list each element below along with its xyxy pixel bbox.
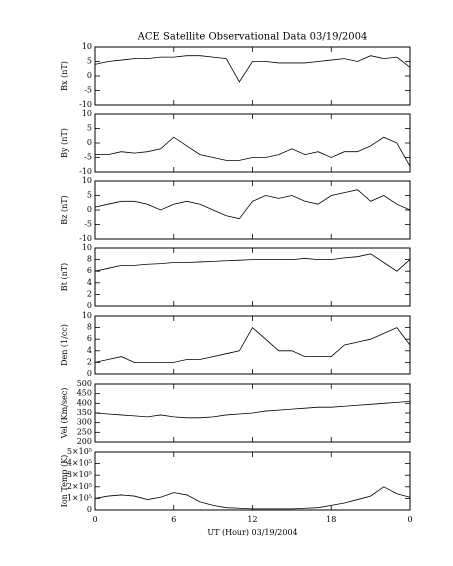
y-tick-label: 8 bbox=[87, 255, 92, 264]
y-tick-label: -10 bbox=[79, 167, 92, 176]
y-tick-label: 5 bbox=[87, 191, 92, 200]
y-tick-label: -5 bbox=[84, 86, 92, 95]
y-axis-label: Bt (nT) bbox=[60, 263, 69, 291]
y-tick-label: 0 bbox=[87, 369, 92, 378]
y-tick-label: 1×10⁵ bbox=[67, 493, 92, 502]
data-line bbox=[94, 486, 411, 510]
y-axis-label: Bz (nT) bbox=[60, 195, 69, 224]
y-tick-label: 0 bbox=[87, 138, 92, 147]
y-tick-label: 0 bbox=[87, 301, 92, 310]
y-tick-label: 300 bbox=[77, 418, 92, 427]
panel-frame bbox=[94, 451, 411, 511]
panel-frame bbox=[94, 46, 411, 106]
y-tick-label: 2 bbox=[87, 357, 92, 366]
y-tick-label: 200 bbox=[77, 437, 92, 446]
panel-frame bbox=[94, 113, 411, 173]
y-tick-label: 0 bbox=[87, 205, 92, 214]
x-tick-label: 6 bbox=[171, 515, 176, 524]
data-line bbox=[94, 326, 411, 363]
x-axis-label: UT (Hour) 03/19/2004 bbox=[207, 528, 297, 537]
x-tick-label: 0 bbox=[407, 515, 412, 524]
y-tick-label: -5 bbox=[84, 153, 92, 162]
y-axis-label: Den (1/cc) bbox=[60, 324, 69, 366]
y-tick-label: 0 bbox=[87, 505, 92, 514]
y-tick-label: -10 bbox=[79, 234, 92, 243]
panel-frame bbox=[94, 315, 411, 375]
y-tick-label: -10 bbox=[79, 100, 92, 109]
data-line bbox=[94, 253, 411, 272]
y-tick-label: 500 bbox=[77, 379, 92, 388]
data-line bbox=[94, 401, 411, 419]
y-tick-label: 3×10⁵ bbox=[67, 470, 92, 479]
y-tick-label: 5 bbox=[87, 124, 92, 133]
y-axis-label: Ion Temp (K) bbox=[60, 455, 69, 508]
y-tick-label: 8 bbox=[87, 323, 92, 332]
y-tick-label: 2 bbox=[87, 289, 92, 298]
y-tick-label: 5×10⁵ bbox=[67, 447, 92, 456]
y-tick-label: 5 bbox=[87, 57, 92, 66]
data-line bbox=[94, 55, 411, 83]
y-axis-label: Bx (nT) bbox=[60, 61, 69, 91]
y-tick-label: 250 bbox=[77, 427, 92, 436]
panel-frame bbox=[94, 180, 411, 240]
y-tick-label: 10 bbox=[82, 311, 92, 320]
y-tick-label: 2×10⁵ bbox=[67, 482, 92, 491]
y-tick-label: 450 bbox=[77, 389, 92, 398]
x-tick-label: 12 bbox=[247, 515, 257, 524]
y-tick-label: 10 bbox=[82, 42, 92, 51]
x-tick-label: 0 bbox=[92, 515, 97, 524]
y-tick-label: 4 bbox=[87, 346, 92, 355]
y-tick-label: -5 bbox=[84, 220, 92, 229]
data-line bbox=[95, 136, 411, 167]
y-tick-label: 350 bbox=[77, 408, 92, 417]
panel-frame bbox=[94, 247, 411, 307]
chart-title: ACE Satellite Observational Data 03/19/2… bbox=[137, 32, 368, 43]
y-tick-label: 10 bbox=[82, 243, 92, 252]
y-axis-label: By (nT) bbox=[60, 128, 69, 158]
y-tick-label: 10 bbox=[82, 176, 92, 185]
y-tick-label: 10 bbox=[82, 109, 92, 118]
x-tick-label: 18 bbox=[326, 515, 336, 524]
y-tick-label: 4×10⁵ bbox=[67, 459, 92, 468]
y-tick-label: 400 bbox=[77, 398, 92, 407]
data-line bbox=[94, 189, 411, 220]
y-axis-label: Vel (Km/sec) bbox=[60, 388, 69, 440]
y-tick-label: 6 bbox=[87, 334, 92, 343]
y-tick-label: 0 bbox=[87, 71, 92, 80]
y-tick-label: 4 bbox=[87, 278, 92, 287]
y-tick-label: 6 bbox=[87, 266, 92, 275]
